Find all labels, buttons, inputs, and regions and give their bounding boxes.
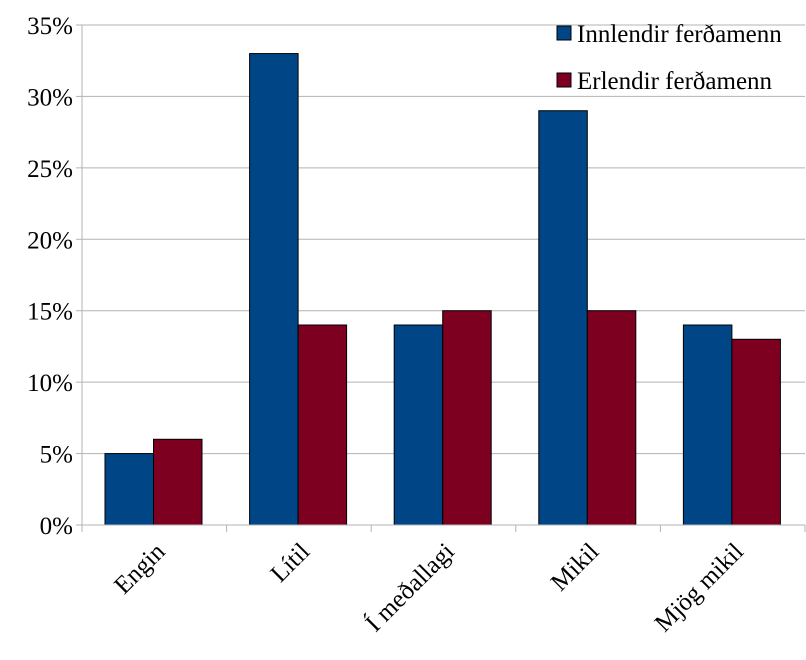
x-tick-labels: Engin Lítil Í meðallagi Mikil Mjög mikil [109, 537, 749, 637]
bar-innlendir-4 [682, 324, 733, 526]
legend-label: Erlendir ferðamenn [577, 68, 773, 95]
y-tick-label: 25% [27, 156, 73, 183]
legend: Innlendir ferðamenn Erlendir ferðamenn [556, 21, 782, 95]
y-tick-labels: 0% 5% 10% 15% 20% 25% 30% 35% [27, 13, 73, 540]
x-tick-label: Í meðallagi [360, 537, 460, 637]
y-tick-label: 20% [27, 227, 73, 254]
bar-erlendir-4 [731, 338, 781, 526]
y-tick-label: 35% [27, 13, 73, 40]
bar-erlendir-0 [153, 438, 203, 526]
bar-erlendir-1 [297, 324, 348, 526]
x-tick-label: Mjög mikil [650, 538, 749, 637]
legend-label: Innlendir ferðamenn [577, 21, 782, 48]
x-tick-label: Mikil [546, 538, 604, 596]
y-tick-label: 10% [27, 370, 73, 397]
bar-erlendir-3 [586, 310, 637, 526]
y-tick-label: 0% [40, 513, 73, 540]
bar-erlendir-2 [442, 310, 492, 526]
bar-innlendir-3 [538, 110, 588, 526]
legend-swatch [556, 25, 572, 41]
y-tick-label: 15% [27, 299, 73, 326]
axes [76, 24, 806, 532]
y-tick-label: 5% [40, 442, 73, 469]
bar-innlendir-2 [393, 324, 444, 526]
bar-innlendir-0 [104, 453, 154, 526]
bar-innlendir-1 [249, 53, 299, 526]
x-tick-label: Lítil [266, 538, 316, 588]
bars [104, 53, 781, 526]
x-tick-label: Engin [109, 538, 171, 600]
legend-swatch [556, 72, 572, 88]
y-tick-label: 30% [27, 84, 73, 111]
